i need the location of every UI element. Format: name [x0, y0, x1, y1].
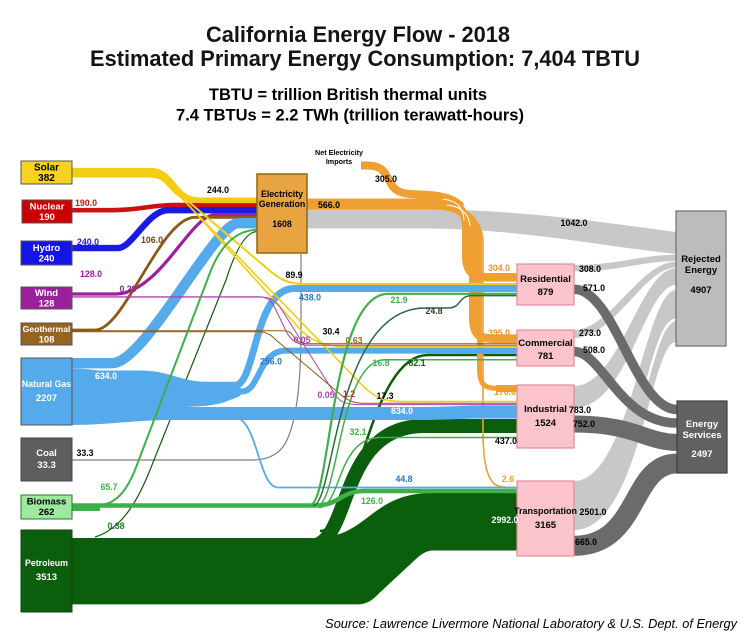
svg-text:382: 382: [38, 173, 55, 184]
svg-text:2501.0: 2501.0: [580, 507, 607, 517]
svg-text:305.0: 305.0: [375, 174, 397, 184]
svg-text:33.3: 33.3: [76, 448, 93, 458]
svg-text:Residential: Residential: [520, 274, 571, 285]
svg-text:665.0: 665.0: [575, 537, 597, 547]
svg-text:Hydro: Hydro: [33, 243, 61, 254]
svg-text:244.0: 244.0: [207, 185, 229, 195]
svg-text:Commercial: Commercial: [518, 338, 572, 349]
svg-text:Energy: Energy: [685, 265, 718, 276]
svg-text:437.0: 437.0: [495, 436, 517, 446]
svg-text:308.0: 308.0: [579, 264, 601, 274]
svg-text:Source: Lawrence Livermore Nat: Source: Lawrence Livermore National Labo…: [325, 616, 738, 631]
svg-text:2497: 2497: [691, 449, 712, 460]
svg-text:190.0: 190.0: [75, 198, 97, 208]
svg-text:128: 128: [39, 299, 55, 310]
svg-text:Services: Services: [682, 430, 721, 441]
svg-text:Imports: Imports: [326, 157, 352, 166]
svg-text:240: 240: [39, 254, 55, 265]
svg-text:2207: 2207: [36, 393, 57, 404]
svg-text:438.0: 438.0: [299, 293, 321, 303]
svg-text:Rejected: Rejected: [681, 254, 721, 265]
svg-text:Net Electricity: Net Electricity: [315, 148, 363, 157]
svg-text:170.0: 170.0: [494, 387, 516, 397]
svg-text:2992.0: 2992.0: [492, 515, 519, 525]
svg-text:126.0: 126.0: [361, 496, 383, 506]
svg-text:1608: 1608: [272, 219, 292, 229]
svg-text:3165: 3165: [535, 520, 557, 531]
svg-text:1.2: 1.2: [343, 389, 355, 399]
svg-text:108: 108: [39, 335, 55, 346]
svg-text:Geothermal: Geothermal: [23, 324, 71, 334]
svg-text:1042.0: 1042.0: [561, 218, 588, 228]
svg-text:128.0: 128.0: [80, 269, 102, 279]
svg-text:65.7: 65.7: [100, 482, 117, 492]
svg-text:566.0: 566.0: [318, 200, 340, 210]
svg-text:Industrial: Industrial: [524, 404, 567, 415]
svg-text:24.8: 24.8: [425, 306, 442, 316]
svg-text:Electricity: Electricity: [261, 189, 303, 199]
svg-text:0.05: 0.05: [293, 335, 310, 345]
svg-text:0.29: 0.29: [119, 284, 136, 294]
svg-text:106.0: 106.0: [141, 235, 163, 245]
svg-text:Biomass: Biomass: [27, 497, 67, 508]
svg-text:44.8: 44.8: [395, 474, 412, 484]
svg-text:21.9: 21.9: [390, 295, 407, 305]
svg-text:1524: 1524: [535, 418, 557, 429]
svg-text:California Energy Flow - 2018: California Energy Flow - 2018: [206, 22, 510, 47]
svg-text:571.0: 571.0: [583, 283, 605, 293]
svg-text:240.0: 240.0: [77, 237, 99, 247]
svg-text:0.38: 0.38: [107, 521, 124, 531]
svg-text:508.0: 508.0: [583, 345, 605, 355]
svg-text:262: 262: [39, 507, 55, 518]
svg-text:17.3: 17.3: [376, 391, 393, 401]
svg-text:0.63: 0.63: [345, 335, 362, 345]
svg-text:752.0: 752.0: [573, 419, 595, 429]
svg-text:273.0: 273.0: [579, 328, 601, 338]
svg-text:Petroleum: Petroleum: [25, 558, 68, 568]
svg-text:256.0: 256.0: [260, 357, 282, 367]
svg-text:783.0: 783.0: [569, 405, 591, 415]
svg-text:16.8: 16.8: [372, 358, 389, 368]
svg-text:89.9: 89.9: [285, 270, 302, 280]
svg-text:82.1: 82.1: [408, 358, 425, 368]
svg-text:Coal: Coal: [36, 448, 57, 459]
svg-text:33.3: 33.3: [37, 460, 56, 471]
svg-text:634.0: 634.0: [95, 371, 117, 381]
svg-text:Generation: Generation: [259, 199, 305, 209]
svg-text:30.4: 30.4: [322, 327, 339, 337]
svg-text:TBTU = trillion British therma: TBTU = trillion British thermal units: [209, 86, 487, 104]
svg-text:Natural Gas: Natural Gas: [22, 379, 71, 389]
svg-text:395.0: 395.0: [488, 328, 510, 338]
svg-text:0.05: 0.05: [317, 390, 334, 400]
svg-text:879: 879: [538, 287, 554, 298]
svg-text:Solar: Solar: [34, 163, 59, 174]
svg-text:Estimated Primary Energy Consu: Estimated Primary Energy Consumption: 7,…: [90, 46, 640, 71]
svg-text:7.4 TBTUs = 2.2 TWh (trillion: 7.4 TBTUs = 2.2 TWh (trillion terawatt-h…: [176, 107, 524, 125]
svg-text:32.1: 32.1: [349, 427, 366, 437]
svg-text:834.0: 834.0: [391, 406, 413, 416]
svg-text:3513: 3513: [36, 572, 57, 583]
svg-text:Nuclear: Nuclear: [30, 202, 65, 213]
svg-text:781: 781: [538, 351, 555, 362]
svg-text:190: 190: [39, 212, 55, 223]
svg-text:4907: 4907: [690, 285, 711, 296]
svg-text:Transportation: Transportation: [514, 506, 577, 516]
svg-text:2.6: 2.6: [502, 474, 514, 484]
svg-text:304.0: 304.0: [488, 263, 510, 273]
svg-text:Energy: Energy: [686, 419, 719, 430]
svg-text:Wind: Wind: [35, 288, 58, 299]
